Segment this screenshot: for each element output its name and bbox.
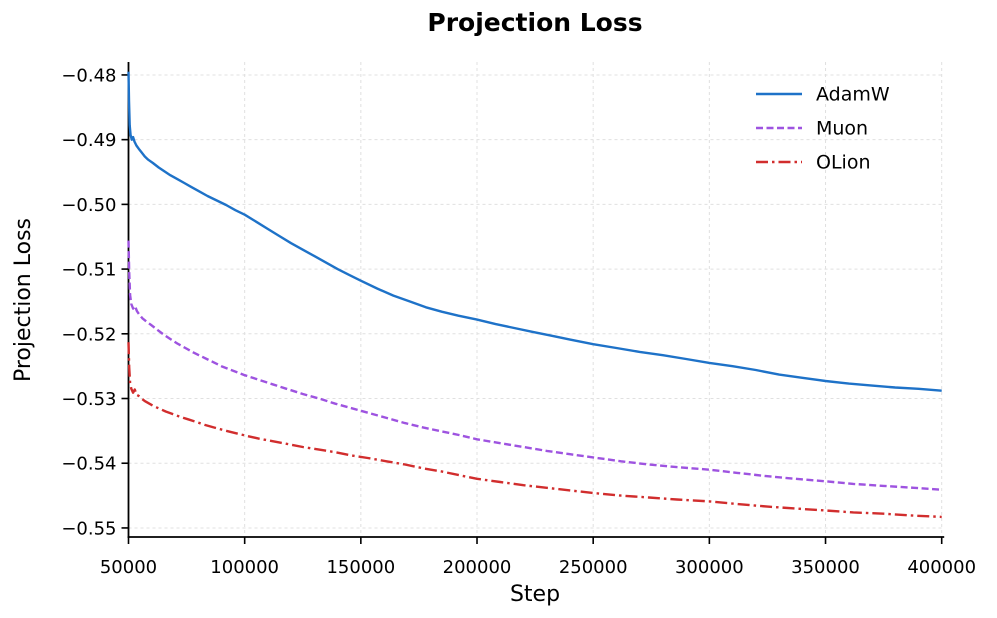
series-line-olion — [127, 342, 942, 519]
x-tick-label: 400000 — [907, 557, 976, 578]
y-tick-label: −0.48 — [61, 65, 116, 86]
y-tick-label: −0.51 — [61, 260, 116, 281]
x-tick-label: 250000 — [559, 557, 628, 578]
legend-item-olion: OLion — [756, 152, 871, 174]
series-line-muon — [127, 240, 942, 491]
x-axis-label: Step — [509, 582, 561, 607]
x-tick-label: 100000 — [210, 557, 279, 578]
x-tick-label: 350000 — [791, 557, 860, 578]
y-tick-label: −0.49 — [61, 130, 116, 151]
y-tick-label: −0.55 — [61, 518, 116, 539]
x-tick-label: 50000 — [100, 557, 157, 578]
legend-label: AdamW — [816, 84, 890, 106]
y-tick-label: −0.50 — [61, 195, 116, 216]
series-line-adamw — [127, 71, 942, 392]
y-tick-label: −0.52 — [61, 324, 116, 345]
y-tick-label: −0.54 — [61, 454, 116, 475]
chart-title: Projection Loss — [427, 8, 643, 37]
legend: AdamW Muon OLion — [756, 84, 890, 174]
x-tick-label: 200000 — [443, 557, 512, 578]
x-tick-label: 300000 — [675, 557, 744, 578]
y-tick-label: −0.53 — [61, 389, 116, 410]
legend-item-muon: Muon — [756, 118, 868, 140]
legend-label: Muon — [816, 118, 868, 140]
legend-item-adamw: AdamW — [756, 84, 890, 106]
legend-label: OLion — [816, 152, 871, 174]
x-tick-label: 150000 — [326, 557, 395, 578]
